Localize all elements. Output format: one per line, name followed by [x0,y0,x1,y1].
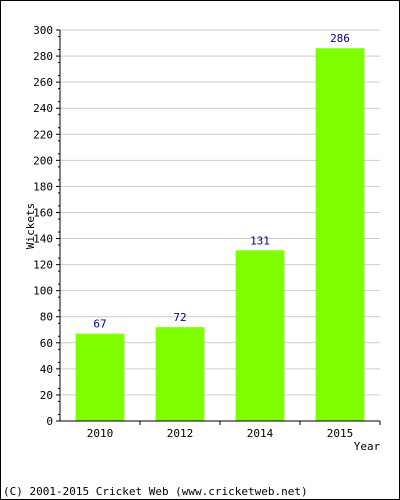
y-tick-label: 100 [33,285,53,298]
value-label-2015: 286 [330,32,350,45]
value-labels: 67 72 131 286 [93,32,350,330]
y-tick-label: 20 [40,389,53,402]
copyright-text: (C) 2001-2015 Cricket Web (www.cricketwe… [3,485,308,498]
value-label-2014: 131 [250,234,270,247]
y-tick-label: 200 [33,154,53,167]
y-axis-ticks: 0 20 40 60 80 100 120 140 160 180 200 220 240 260 280 3… [33,24,60,428]
y-tick-label: 240 [33,102,53,115]
y-tick-label: 160 [33,206,53,219]
bar-2015 [315,48,365,421]
x-axis-label: Year [354,440,381,453]
y-tick-label: 300 [33,24,53,37]
y-tick-label: 0 [46,415,53,428]
y-tick-label: 280 [33,50,53,63]
y-tick-label: 80 [40,311,53,324]
bar-2010 [75,333,125,421]
y-tick-label: 220 [33,128,53,141]
x-axis-ticks: 2010 2012 2014 2015 [87,421,381,440]
y-tick-label: 140 [33,233,53,246]
value-label-2010: 67 [93,318,106,331]
bars [75,48,365,421]
x-tick-label: 2014 [247,427,274,440]
bar-2014 [235,250,285,421]
x-tick-label: 2010 [87,427,114,440]
y-axis-label: Wickets [24,203,37,249]
y-tick-label: 260 [33,76,53,89]
y-tick-label: 40 [40,363,53,376]
value-label-2012: 72 [173,311,186,324]
x-tick-label: 2012 [167,427,194,440]
bar-2012 [155,327,205,421]
y-tick-label: 120 [33,259,53,272]
y-tick-label: 180 [33,180,53,193]
x-tick-label: 2015 [327,427,354,440]
y-tick-label: 60 [40,337,53,350]
